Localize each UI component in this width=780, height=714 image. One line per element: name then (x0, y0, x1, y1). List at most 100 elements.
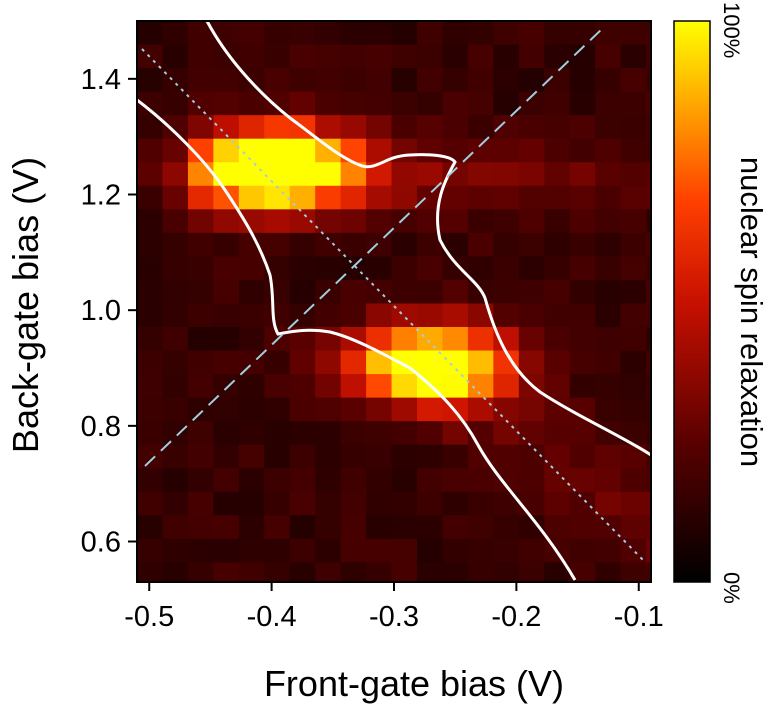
heatmap-cell (162, 91, 189, 116)
heatmap-cell (442, 444, 469, 469)
heatmap-cell (340, 256, 367, 281)
heatmap-cell (467, 397, 494, 422)
heatmap-cell (595, 397, 622, 422)
heatmap-cell (187, 162, 214, 187)
heatmap-cell (544, 515, 571, 540)
heatmap-cell (569, 491, 596, 516)
heatmap-cell (264, 185, 291, 210)
heatmap-cell (417, 515, 444, 540)
heatmap-cell (518, 538, 545, 563)
heatmap-cell (569, 138, 596, 163)
heatmap-cell (391, 468, 418, 493)
heatmap-cell (137, 256, 164, 281)
heatmap-cell (264, 491, 291, 516)
heatmap-cell (569, 374, 596, 399)
heatmap-cell (315, 91, 342, 116)
colorbar-max-label: 100% (719, 2, 744, 58)
heatmap-cell (544, 185, 571, 210)
heatmap-cell (646, 444, 651, 469)
heatmap-cell (595, 232, 622, 257)
heatmap-cell (213, 209, 240, 234)
heatmap-cell (238, 209, 265, 234)
heatmap-cell (544, 21, 571, 46)
heatmap-cell (467, 350, 494, 375)
heatmap-cell (544, 256, 571, 281)
heatmap-cell (493, 256, 520, 281)
heatmap-cell (137, 303, 164, 328)
heatmap-cell (391, 279, 418, 305)
heatmap-cell (315, 68, 342, 93)
heatmap-cell (493, 515, 520, 540)
heatmap-cell (162, 232, 189, 257)
heatmap-cell (467, 374, 494, 399)
heatmap-cell (518, 491, 545, 516)
heatmap-cell (442, 374, 469, 399)
heatmap-cell (544, 374, 571, 399)
heatmap-cell (595, 91, 622, 116)
heatmap-cell (340, 91, 367, 116)
heatmap-cell (595, 185, 622, 210)
heatmap-cell (137, 44, 164, 69)
heatmap-cell (518, 327, 545, 352)
heatmap-cell (493, 44, 520, 69)
heatmap-cell (646, 91, 651, 116)
heatmap-cell (518, 350, 545, 375)
heatmap-cell (391, 538, 418, 563)
heatmap-cell (620, 327, 647, 352)
heatmap-cell (493, 209, 520, 234)
heatmap-cell (162, 115, 189, 140)
heatmap-cell (315, 44, 342, 69)
heatmap-cell (366, 538, 393, 563)
heatmap-cell (187, 562, 214, 582)
heatmap-cells (137, 21, 651, 582)
heatmap-cell (289, 421, 316, 446)
heatmap-cell (467, 491, 494, 516)
heatmap-cell (238, 279, 265, 305)
heatmap-cell (366, 374, 393, 399)
heatmap-cell (569, 68, 596, 93)
heatmap-cell (544, 115, 571, 140)
heatmap-cell (187, 232, 214, 257)
x-axis: -0.5 -0.4 -0.3 -0.2 -0.1 (124, 582, 664, 633)
heatmap-cell (187, 256, 214, 281)
heatmap-cell (289, 444, 316, 469)
heatmap-cell (646, 21, 651, 46)
heatmap-cell (595, 515, 622, 540)
heatmap-cell (417, 350, 444, 375)
heatmap-cell (442, 279, 469, 305)
heatmap-cell (569, 444, 596, 469)
heatmap-cell (162, 209, 189, 234)
heatmap-cell (518, 115, 545, 140)
heatmap-cell (544, 162, 571, 187)
heatmap-cell (417, 397, 444, 422)
heatmap-cell (213, 256, 240, 281)
heatmap-cell (187, 327, 214, 352)
heatmap-cell (595, 21, 622, 46)
heatmap-cell (569, 256, 596, 281)
heatmap-cell (238, 327, 265, 352)
heatmap-cell (340, 562, 367, 582)
heatmap-cell (391, 256, 418, 281)
heatmap-cell (315, 397, 342, 422)
heatmap-cell (467, 162, 494, 187)
heatmap-cell (315, 468, 342, 493)
heatmap-cell (518, 185, 545, 210)
heatmap-cell (518, 562, 545, 582)
heatmap-cell (137, 162, 164, 187)
heatmap-cell (315, 538, 342, 563)
heatmap-cell (442, 185, 469, 210)
heatmap-cell (162, 421, 189, 446)
heatmap-cell (289, 515, 316, 540)
heatmap-cell (213, 350, 240, 375)
heatmap-cell (391, 44, 418, 69)
heatmap-cell (493, 374, 520, 399)
y-tick-label: 0.8 (81, 411, 121, 443)
heatmap-cell (366, 468, 393, 493)
heatmap-cell (646, 138, 651, 163)
heatmap-cell (340, 115, 367, 140)
heatmap-cell (391, 21, 418, 46)
heatmap-cell (569, 209, 596, 234)
heatmap-cell (595, 115, 622, 140)
heatmap-cell (289, 279, 316, 305)
heatmap-cell (467, 91, 494, 116)
